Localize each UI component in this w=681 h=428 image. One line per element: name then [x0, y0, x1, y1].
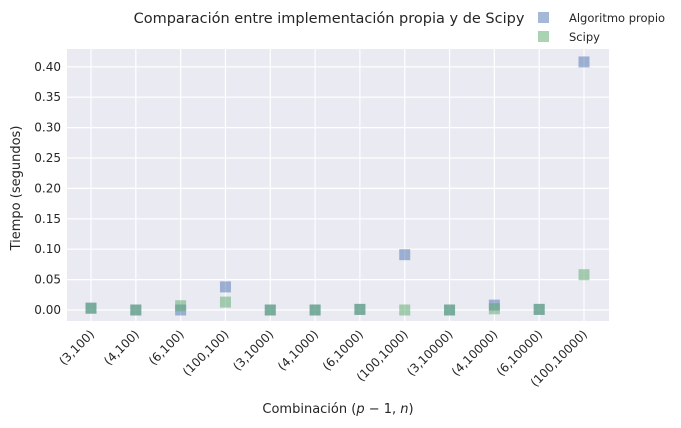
point-scipy — [85, 302, 97, 314]
y-tick-label: 0.35 — [34, 90, 61, 104]
data-points — [85, 56, 590, 316]
y-tick-label: 0.05 — [34, 273, 61, 287]
legend-label-algoritmo-propio: Algoritmo propio — [569, 11, 665, 25]
legend-marker-scipy — [538, 31, 549, 42]
x-tick-label: (6,100) — [146, 327, 187, 368]
point-scipy — [175, 300, 187, 312]
legend-label-scipy: Scipy — [569, 30, 600, 44]
x-tick-label: (3,10000) — [404, 327, 456, 379]
point-algoritmo-propio — [219, 281, 231, 293]
point-scipy — [130, 304, 142, 316]
y-tick-label: 0.20 — [34, 181, 61, 195]
x-tick-label: (3,100) — [56, 327, 97, 368]
legend-marker-algoritmo-propio — [538, 12, 549, 23]
point-algoritmo-propio — [578, 56, 590, 68]
y-tick-label: 0.30 — [34, 121, 61, 135]
x-tick-label: (4,10000) — [449, 327, 501, 379]
y-tick-label: 0.00 — [34, 303, 61, 317]
y-tick-label: 0.40 — [34, 60, 61, 74]
point-algoritmo-propio — [399, 249, 411, 261]
x-tick-label: (4,100) — [101, 327, 142, 368]
x-tick-label: (3,1000) — [230, 327, 276, 373]
chart-title: Comparación entre implementación propia … — [134, 11, 525, 27]
x-axis-label: Combinación (p − 1, n) — [262, 402, 413, 417]
point-scipy — [264, 304, 276, 316]
point-scipy — [309, 304, 321, 316]
x-tick-label: (6,1000) — [320, 327, 366, 373]
x-tick-labels: (3,100) (4,100) (6,100)(100,100)(3,1000)(4… — [56, 327, 590, 389]
x-tick-label: (4,1000) — [275, 327, 321, 373]
y-tick-label: 0.10 — [34, 242, 61, 256]
point-scipy — [354, 303, 366, 315]
y-tick-labels: 0.00 0.05 0.10 0.15 0.20 0.25 0.30 0.35 0.40 — [34, 60, 61, 317]
point-scipy — [219, 296, 231, 308]
x-tick-label: (100,100) — [180, 327, 232, 379]
point-scipy — [444, 304, 456, 316]
legend: Algoritmo propio Scipy — [538, 11, 665, 44]
y-tick-label: 0.15 — [34, 212, 61, 226]
point-scipy — [533, 303, 545, 315]
point-scipy — [488, 303, 500, 315]
grid — [67, 49, 609, 321]
y-tick-label: 0.25 — [34, 151, 61, 165]
point-scipy — [578, 269, 590, 281]
plot-background — [67, 49, 609, 321]
point-scipy — [399, 304, 411, 316]
y-axis-label: Tiempo (segundos) — [9, 126, 24, 252]
